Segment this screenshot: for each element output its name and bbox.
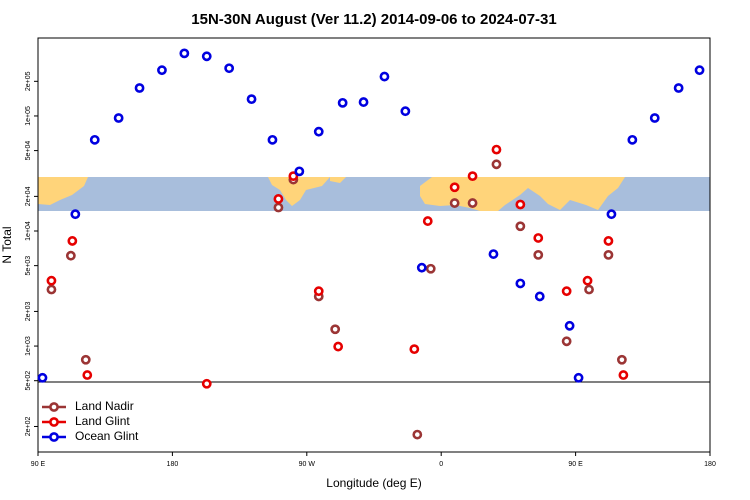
chart-title: 15N-30N August (Ver 11.2) 2014-09-06 to …	[191, 11, 556, 28]
point	[400, 106, 411, 117]
legend-label: Land Glint	[75, 414, 130, 428]
point	[379, 71, 390, 82]
point	[337, 97, 348, 108]
point	[649, 113, 660, 123]
point	[179, 48, 190, 59]
point	[267, 134, 278, 145]
y-tick-label: 1e+05	[25, 106, 32, 126]
point	[673, 83, 684, 93]
point	[412, 429, 423, 440]
point	[46, 275, 57, 286]
point	[449, 198, 460, 208]
point	[330, 324, 341, 335]
point	[358, 97, 369, 107]
point	[313, 286, 324, 297]
map-band	[38, 177, 710, 211]
x-tick-label: 90 W	[299, 461, 316, 468]
point	[409, 344, 420, 355]
point	[582, 275, 593, 286]
y-tick-label: 5e+02	[25, 371, 32, 391]
land	[330, 177, 346, 183]
y-tick-label: 5e+03	[25, 256, 32, 276]
point	[561, 286, 572, 297]
point	[573, 372, 584, 383]
legend-marker	[49, 417, 59, 427]
y-tick-label: 1e+04	[25, 221, 32, 241]
point	[603, 249, 614, 260]
point	[515, 221, 526, 232]
x-axis-label: Longitude (deg E)	[326, 476, 421, 490]
x-tick-label: 180	[167, 461, 179, 468]
point	[333, 341, 344, 352]
point	[201, 378, 212, 389]
y-tick-label: 1e+03	[25, 336, 32, 356]
point	[422, 216, 433, 226]
plot-frame	[37, 37, 711, 453]
legend-marker	[49, 402, 59, 412]
point	[603, 236, 614, 246]
y-tick-label: 5e+04	[25, 141, 32, 161]
point	[533, 249, 544, 260]
y-tick-label: 2e+04	[25, 186, 32, 206]
y-tick-label: 2e+03	[25, 301, 32, 321]
point	[288, 171, 299, 182]
point	[534, 291, 545, 302]
point	[584, 284, 594, 295]
point	[467, 171, 478, 182]
point	[89, 134, 100, 145]
point	[82, 370, 93, 380]
land	[38, 177, 88, 205]
point	[113, 113, 124, 123]
point	[425, 263, 436, 274]
land	[268, 177, 330, 206]
x-tick-label: 90 E	[31, 461, 46, 468]
point	[46, 284, 57, 295]
x-tick-label: 180	[704, 461, 716, 468]
legend-marker	[49, 432, 59, 442]
point	[561, 336, 572, 347]
point	[627, 134, 638, 145]
point	[37, 372, 48, 383]
point	[416, 262, 427, 273]
legend-label: Ocean Glint	[75, 429, 139, 443]
point	[515, 278, 526, 289]
point	[80, 354, 91, 365]
point	[65, 250, 76, 261]
point	[515, 199, 526, 210]
legend-label: Land Nadir	[75, 399, 134, 413]
point	[491, 144, 502, 155]
x-tick-label: 90 E	[568, 461, 583, 468]
point	[157, 65, 167, 76]
point	[246, 94, 257, 105]
point	[491, 159, 502, 170]
y-tick-label: 2e+02	[25, 417, 32, 437]
point	[294, 166, 305, 177]
point	[694, 65, 705, 76]
point	[313, 126, 324, 137]
point	[273, 194, 284, 204]
y-tick-label: 2e+05	[25, 71, 32, 91]
point	[70, 209, 81, 220]
point	[488, 249, 499, 259]
y-axis-label: N Total	[0, 226, 14, 263]
point	[616, 354, 627, 365]
point	[273, 202, 284, 213]
point	[533, 233, 544, 243]
point	[67, 236, 78, 246]
x-tick-label: 0	[439, 461, 443, 468]
point	[564, 320, 575, 331]
point	[201, 51, 212, 62]
point	[134, 83, 145, 93]
point	[224, 63, 235, 74]
point	[606, 209, 617, 220]
point	[467, 198, 478, 208]
point	[618, 370, 629, 380]
point	[449, 182, 460, 193]
